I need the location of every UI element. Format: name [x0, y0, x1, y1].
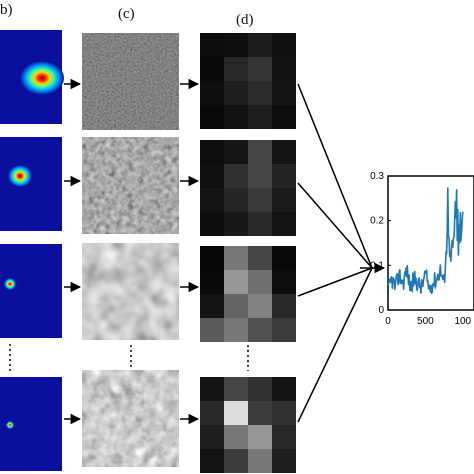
- feature-cell: [272, 425, 296, 449]
- feature-cell: [248, 246, 272, 270]
- y-tick-label: 0.2: [370, 216, 384, 227]
- feature-cell: [248, 449, 272, 473]
- feature-cell: [248, 105, 272, 129]
- y-tick-label: 0.3: [370, 171, 384, 182]
- heatmap-column: [0, 30, 64, 471]
- feature-cell: [200, 188, 224, 212]
- feature-cell: [200, 294, 224, 318]
- feature-cell: [200, 318, 224, 342]
- feature-cell: [200, 81, 224, 105]
- panel-label-d: (d): [236, 12, 254, 28]
- texture-column: [82, 33, 179, 467]
- feature-cell: [272, 33, 296, 57]
- panel-label-b: b): [0, 2, 13, 18]
- heatmap-row-2: [0, 137, 62, 231]
- feature-cell: [272, 212, 296, 236]
- x-tick-label: 100: [454, 316, 471, 327]
- series-line: [387, 187, 464, 295]
- feature-cell: [224, 425, 248, 449]
- feature-cell: [224, 212, 248, 236]
- feature-cell: [248, 81, 272, 105]
- feature-cell: [200, 33, 224, 57]
- feature-cell: [224, 81, 248, 105]
- texture-image-2: [82, 137, 179, 234]
- converging-lines: [297, 83, 386, 423]
- feature-cell: [224, 377, 248, 401]
- feature-cell: [248, 164, 272, 188]
- feature-cell: [272, 377, 296, 401]
- feature-cell: [200, 377, 224, 401]
- feature-cell: [200, 105, 224, 129]
- panel-label-c: (c): [118, 6, 135, 22]
- feature-map-column: [200, 33, 296, 473]
- feature-map-2: [200, 140, 296, 236]
- feature-cell: [248, 377, 272, 401]
- y-tick-label: 0: [378, 305, 384, 316]
- feature-cell: [248, 140, 272, 164]
- feature-cell: [248, 401, 272, 425]
- feature-cell: [224, 105, 248, 129]
- feature-cell: [248, 188, 272, 212]
- feature-cell: [224, 164, 248, 188]
- texture-image-1: [82, 33, 179, 130]
- feature-cell: [272, 318, 296, 342]
- feature-map-4: [200, 377, 296, 473]
- feature-cell: [272, 449, 296, 473]
- feature-cell: [224, 246, 248, 270]
- feature-cell: [272, 294, 296, 318]
- feature-cell: [200, 270, 224, 294]
- feature-cell: [272, 188, 296, 212]
- feature-cell: [272, 57, 296, 81]
- horizontal-arrows: [64, 78, 200, 425]
- feature-map-3: [200, 246, 296, 342]
- feature-cell: [272, 105, 296, 129]
- x-tick-label: 500: [417, 316, 434, 327]
- feature-cell: [224, 449, 248, 473]
- feature-cell: [224, 57, 248, 81]
- feature-cell: [200, 449, 224, 473]
- feature-cell: [272, 246, 296, 270]
- heatmap-row-1: [0, 30, 64, 124]
- x-tick-label: 0: [385, 316, 391, 327]
- feature-cell: [224, 294, 248, 318]
- feature-cell: [200, 212, 224, 236]
- feature-cell: [200, 140, 224, 164]
- texture-image-3: [82, 243, 179, 340]
- feature-cell: [248, 212, 272, 236]
- heatmap-row-4: [0, 377, 62, 471]
- feature-cell: [224, 270, 248, 294]
- feature-cell: [248, 425, 272, 449]
- feature-cell: [200, 164, 224, 188]
- feature-cell: [272, 401, 296, 425]
- feature-cell: [248, 294, 272, 318]
- feature-cell: [224, 188, 248, 212]
- y-ticks: 0 0.1 0.2 0.3: [370, 171, 391, 316]
- y-tick-label: 0.1: [370, 260, 384, 271]
- feature-cell: [200, 401, 224, 425]
- feature-cell: [248, 57, 272, 81]
- line-chart: 0 0.1 0.2 0.3 0 500 100: [370, 171, 474, 327]
- feature-cell: [200, 246, 224, 270]
- heatmap-row-3: [0, 244, 62, 338]
- feature-cell: [224, 318, 248, 342]
- feature-cell: [248, 318, 272, 342]
- feature-cell: [272, 140, 296, 164]
- feature-cell: [200, 57, 224, 81]
- feature-cell: [224, 401, 248, 425]
- feature-cell: [248, 270, 272, 294]
- feature-cell: [224, 140, 248, 164]
- x-ticks: 0 500 100: [385, 316, 471, 327]
- ellipsis-dots: [9, 344, 249, 372]
- feature-cell: [248, 33, 272, 57]
- feature-cell: [272, 270, 296, 294]
- feature-cell: [200, 425, 224, 449]
- feature-cell: [272, 164, 296, 188]
- feature-cell: [272, 81, 296, 105]
- feature-cell: [224, 33, 248, 57]
- feature-map-1: [200, 33, 296, 129]
- texture-image-4: [82, 370, 179, 467]
